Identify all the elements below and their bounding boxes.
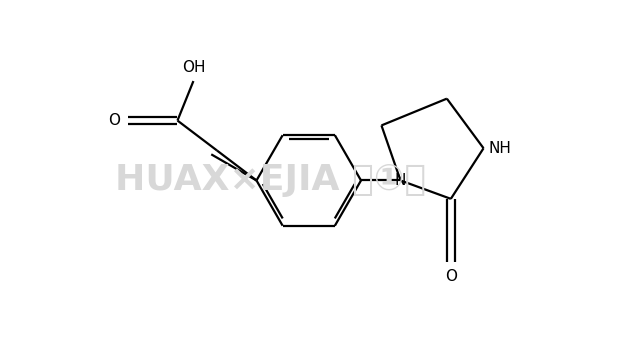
Text: O: O (445, 269, 457, 284)
Text: OH: OH (182, 60, 205, 75)
Text: NH: NH (489, 141, 512, 156)
Text: O: O (108, 113, 120, 128)
Text: N: N (395, 173, 406, 188)
Text: HUAX×EJIA 化①加: HUAX×EJIA 化①加 (115, 163, 426, 197)
